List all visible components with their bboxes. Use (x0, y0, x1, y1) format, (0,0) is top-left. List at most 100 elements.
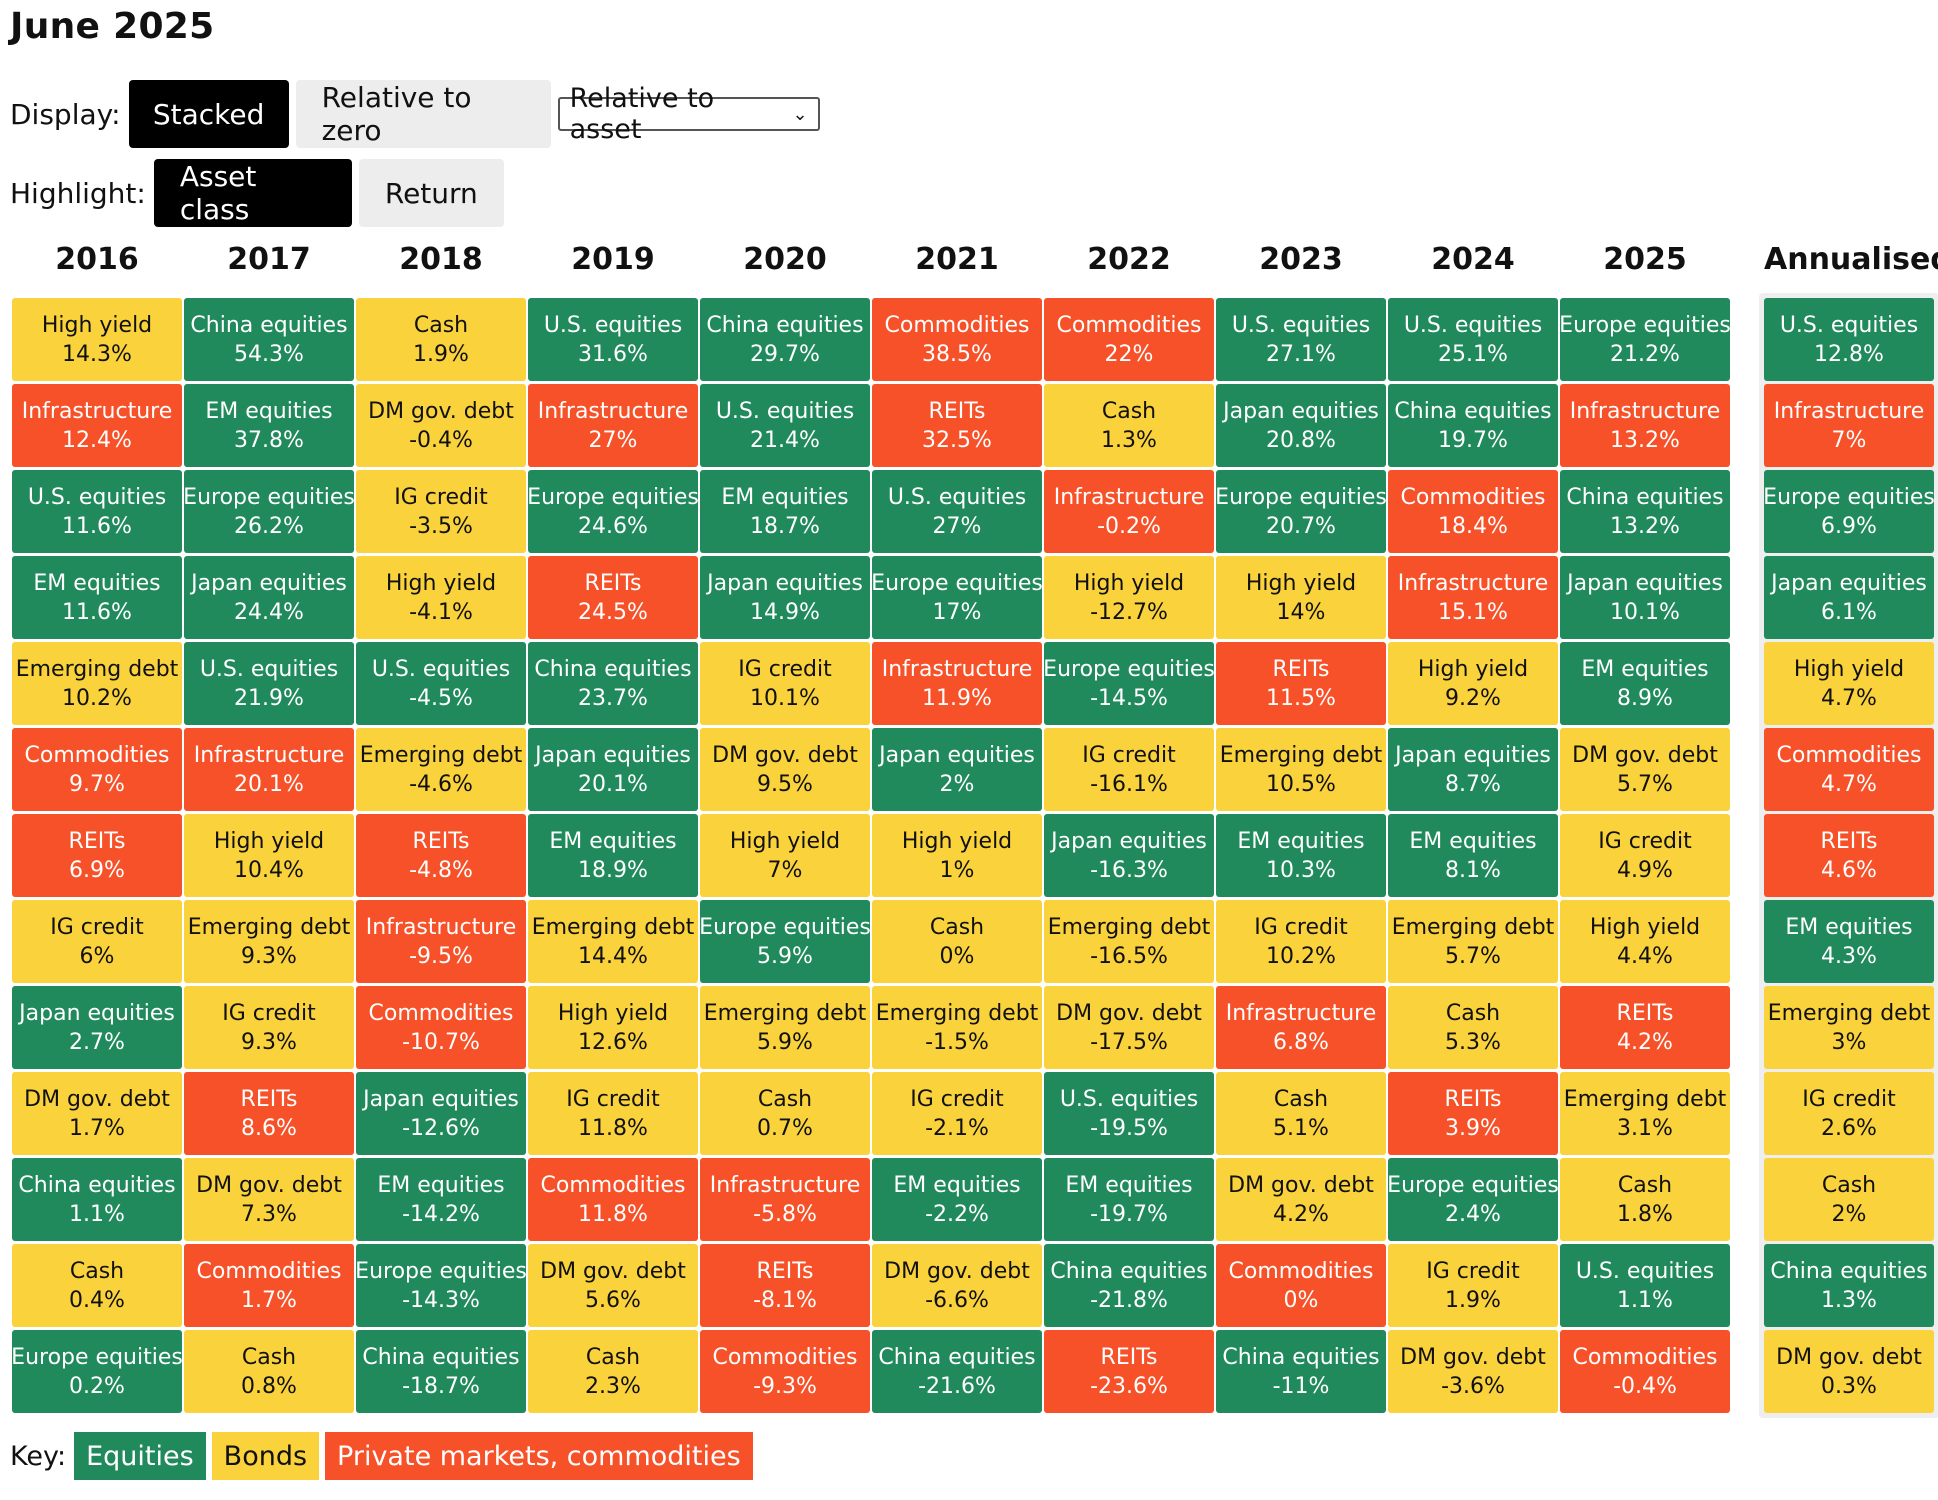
asset-cell[interactable]: EM equities -19.7% (1044, 1158, 1214, 1241)
asset-cell[interactable]: Emerging debt 5.7% (1388, 900, 1558, 983)
asset-cell[interactable]: U.S. equities 25.1% (1388, 298, 1558, 381)
asset-cell[interactable]: High yield 14% (1216, 556, 1386, 639)
asset-cell[interactable]: Commodities 9.7% (12, 728, 182, 811)
asset-cell[interactable]: Infrastructure 11.9% (872, 642, 1042, 725)
asset-cell[interactable]: REITs 8.6% (184, 1072, 354, 1155)
asset-cell[interactable]: Infrastructure 7% (1764, 384, 1934, 467)
asset-cell[interactable]: Cash 5.1% (1216, 1072, 1386, 1155)
asset-cell[interactable]: U.S. equities 27.1% (1216, 298, 1386, 381)
asset-cell[interactable]: REITs 32.5% (872, 384, 1042, 467)
asset-cell[interactable]: DM gov. debt -6.6% (872, 1244, 1042, 1327)
asset-cell[interactable]: Commodities 4.7% (1764, 728, 1934, 811)
asset-cell[interactable]: China equities 13.2% (1560, 470, 1730, 553)
asset-cell[interactable]: EM equities 10.3% (1216, 814, 1386, 897)
stacked-button[interactable]: Stacked (128, 80, 289, 148)
asset-cell[interactable]: EM equities 4.3% (1764, 900, 1934, 983)
asset-cell[interactable]: Emerging debt 14.4% (528, 900, 698, 983)
asset-cell[interactable]: Cash 5.3% (1388, 986, 1558, 1069)
asset-cell[interactable]: Japan equities 2.7% (12, 986, 182, 1069)
asset-class-button[interactable]: Asset class (153, 159, 352, 227)
asset-cell[interactable]: EM equities 11.6% (12, 556, 182, 639)
asset-cell[interactable]: Emerging debt 3% (1764, 986, 1934, 1069)
asset-cell[interactable]: Cash 0.7% (700, 1072, 870, 1155)
asset-cell[interactable]: China equities -18.7% (356, 1330, 526, 1413)
relative-to-asset-select[interactable]: Relative to asset ⌄ (557, 83, 820, 145)
asset-cell[interactable]: Infrastructure 6.8% (1216, 986, 1386, 1069)
asset-cell[interactable]: EM equities -14.2% (356, 1158, 526, 1241)
asset-cell[interactable]: High yield -12.7% (1044, 556, 1214, 639)
asset-cell[interactable]: Commodities 38.5% (872, 298, 1042, 381)
asset-cell[interactable]: Europe equities 5.9% (700, 900, 870, 983)
asset-cell[interactable]: Commodities -0.4% (1560, 1330, 1730, 1413)
asset-cell[interactable]: REITs -23.6% (1044, 1330, 1214, 1413)
asset-cell[interactable]: Emerging debt 9.3% (184, 900, 354, 983)
asset-cell[interactable]: EM equities 18.9% (528, 814, 698, 897)
asset-cell[interactable]: Japan equities 14.9% (700, 556, 870, 639)
asset-cell[interactable]: Infrastructure 12.4% (12, 384, 182, 467)
asset-cell[interactable]: DM gov. debt 9.5% (700, 728, 870, 811)
asset-cell[interactable]: Emerging debt 10.2% (12, 642, 182, 725)
asset-cell[interactable]: High yield 10.4% (184, 814, 354, 897)
asset-cell[interactable]: Europe equities -14.5% (1044, 642, 1214, 725)
asset-cell[interactable]: DM gov. debt 0.3% (1764, 1330, 1934, 1413)
asset-cell[interactable]: REITs -8.1% (700, 1244, 870, 1327)
asset-cell[interactable]: Cash 1.9% (356, 298, 526, 381)
asset-cell[interactable]: Emerging debt -16.5% (1044, 900, 1214, 983)
asset-cell[interactable]: Japan equities -12.6% (356, 1072, 526, 1155)
asset-cell[interactable]: Infrastructure 27% (528, 384, 698, 467)
asset-cell[interactable]: IG credit 9.3% (184, 986, 354, 1069)
asset-cell[interactable]: EM equities 8.1% (1388, 814, 1558, 897)
asset-cell[interactable]: Commodities 1.7% (184, 1244, 354, 1327)
asset-cell[interactable]: DM gov. debt -17.5% (1044, 986, 1214, 1069)
asset-cell[interactable]: Commodities 0% (1216, 1244, 1386, 1327)
relative-to-zero-button[interactable]: Relative to zero (295, 80, 551, 148)
asset-cell[interactable]: Infrastructure 15.1% (1388, 556, 1558, 639)
asset-cell[interactable]: EM equities 37.8% (184, 384, 354, 467)
asset-cell[interactable]: U.S. equities 1.1% (1560, 1244, 1730, 1327)
asset-cell[interactable]: China equities -11% (1216, 1330, 1386, 1413)
asset-cell[interactable]: REITs 6.9% (12, 814, 182, 897)
return-button[interactable]: Return (358, 159, 504, 227)
asset-cell[interactable]: IG credit -3.5% (356, 470, 526, 553)
asset-cell[interactable]: Commodities -9.3% (700, 1330, 870, 1413)
asset-cell[interactable]: Europe equities 26.2% (184, 470, 354, 553)
asset-cell[interactable]: Emerging debt -1.5% (872, 986, 1042, 1069)
asset-cell[interactable]: High yield 9.2% (1388, 642, 1558, 725)
asset-cell[interactable]: Commodities -10.7% (356, 986, 526, 1069)
asset-cell[interactable]: U.S. equities -4.5% (356, 642, 526, 725)
asset-cell[interactable]: U.S. equities -19.5% (1044, 1072, 1214, 1155)
asset-cell[interactable]: Infrastructure -0.2% (1044, 470, 1214, 553)
asset-cell[interactable]: U.S. equities 12.8% (1764, 298, 1934, 381)
asset-cell[interactable]: IG credit -2.1% (872, 1072, 1042, 1155)
asset-cell[interactable]: High yield -4.1% (356, 556, 526, 639)
asset-cell[interactable]: Cash 2% (1764, 1158, 1934, 1241)
asset-cell[interactable]: Infrastructure -5.8% (700, 1158, 870, 1241)
asset-cell[interactable]: IG credit 10.1% (700, 642, 870, 725)
asset-cell[interactable]: Europe equities 24.6% (528, 470, 698, 553)
asset-cell[interactable]: China equities 1.1% (12, 1158, 182, 1241)
asset-cell[interactable]: Cash 1.3% (1044, 384, 1214, 467)
asset-cell[interactable]: IG credit 4.9% (1560, 814, 1730, 897)
asset-cell[interactable]: IG credit -16.1% (1044, 728, 1214, 811)
asset-cell[interactable]: EM equities 18.7% (700, 470, 870, 553)
asset-cell[interactable]: REITs 11.5% (1216, 642, 1386, 725)
asset-cell[interactable]: Japan equities 10.1% (1560, 556, 1730, 639)
asset-cell[interactable]: High yield 7% (700, 814, 870, 897)
asset-cell[interactable]: Cash 0.4% (12, 1244, 182, 1327)
asset-cell[interactable]: China equities 29.7% (700, 298, 870, 381)
asset-cell[interactable]: Commodities 22% (1044, 298, 1214, 381)
asset-cell[interactable]: IG credit 2.6% (1764, 1072, 1934, 1155)
asset-cell[interactable]: IG credit 1.9% (1388, 1244, 1558, 1327)
asset-cell[interactable]: Europe equities 2.4% (1388, 1158, 1558, 1241)
asset-cell[interactable]: Japan equities 2% (872, 728, 1042, 811)
asset-cell[interactable]: DM gov. debt 1.7% (12, 1072, 182, 1155)
asset-cell[interactable]: IG credit 6% (12, 900, 182, 983)
asset-cell[interactable]: Emerging debt 10.5% (1216, 728, 1386, 811)
asset-cell[interactable]: Commodities 11.8% (528, 1158, 698, 1241)
asset-cell[interactable]: Europe equities 6.9% (1764, 470, 1934, 553)
asset-cell[interactable]: Cash 0% (872, 900, 1042, 983)
asset-cell[interactable]: U.S. equities 11.6% (12, 470, 182, 553)
asset-cell[interactable]: REITs 24.5% (528, 556, 698, 639)
asset-cell[interactable]: DM gov. debt 5.7% (1560, 728, 1730, 811)
asset-cell[interactable]: U.S. equities 21.9% (184, 642, 354, 725)
